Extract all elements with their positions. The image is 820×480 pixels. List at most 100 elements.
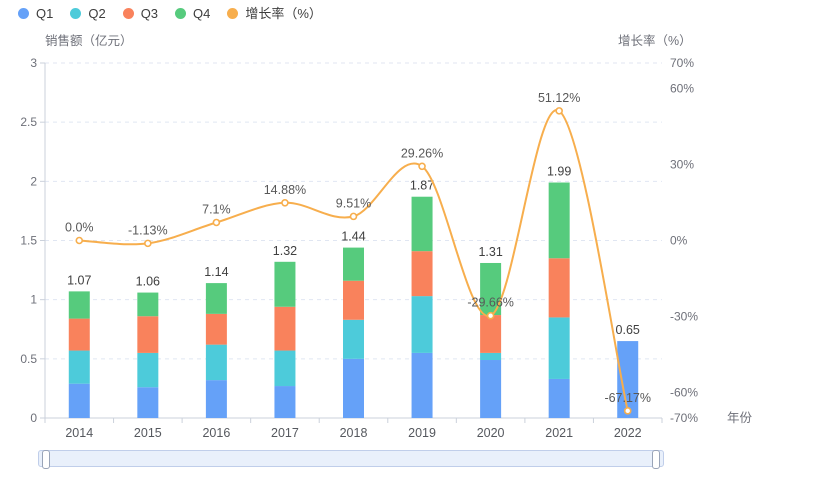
left-axis-title: 销售额（亿元） [45,33,133,48]
bar-segment-q4-2016[interactable] [205,283,227,314]
bar-segment-q1-2022[interactable] [617,341,639,418]
right-axis-tick-label: 30% [670,157,694,171]
left-axis-tick-label: 3 [30,56,37,70]
right-axis-tick-label: -70% [670,411,698,425]
bar-segment-q1-2017[interactable] [274,386,296,418]
line-point-2020[interactable] [486,311,495,320]
x-axis-label-2019: 2019 [408,426,436,440]
chart-plot: 3 2.5 2 1.5 1 0.5 0 70% 60% 30% 0% -30% -60% -70% 2014… [20,33,753,440]
x-axis-label-2015: 2015 [134,426,162,440]
bar-segment-q4-2017[interactable] [274,261,296,307]
legend-item-q2[interactable]: Q2 [70,6,106,21]
right-axis-tick-label: -60% [670,386,698,400]
bar-segment-q3-2018[interactable] [343,280,364,320]
x-axis-label-2014: 2014 [65,426,93,440]
bar-segment-q3-2014[interactable] [68,318,90,351]
line-point-2017[interactable] [281,198,289,207]
line-point-2021[interactable] [555,107,563,115]
x-axis-label-2021: 2021 [545,426,573,440]
bar-segment-q2-2021[interactable] [548,317,570,379]
legend-dot-icon [122,8,134,19]
line-point-2015[interactable] [144,239,152,248]
legend-dot-icon [227,8,239,19]
right-axis-title: 增长率（%） [618,33,692,48]
legend-item-q3[interactable]: Q3 [122,6,159,21]
line-value-label-2019: 29.26% [401,146,443,160]
right-axis-tick-label: 70% [670,56,694,70]
right-axis-tick-label: -30% [670,310,698,324]
legend-item-label: Q1 [36,6,54,21]
legend: Q1 Q2 Q3 Q4 增长率（%） [18,7,322,20]
x-axis-label-2020: 2020 [477,426,505,440]
line-point-2022[interactable] [623,407,632,415]
line-value-label-2017: 14.88% [264,183,306,197]
bar-segment-q4-2014[interactable] [68,291,90,319]
x-axis-label-2016: 2016 [202,426,230,440]
bar-total-label-2017: 1.32 [273,244,297,258]
bar-segment-q1-2020[interactable] [480,360,502,418]
x-axis-label-2017: 2017 [271,426,299,440]
left-axis-tick-label: 0.5 [20,352,37,366]
legend-item-label: Q3 [140,6,159,21]
line-value-label-2015: -1.13% [128,223,168,237]
x-axis-label-2018: 2018 [340,426,368,440]
left-axis-tick-label: 2.5 [20,115,37,129]
bar-segment-q2-2015[interactable] [137,352,159,388]
datazoom-slider[interactable] [38,450,664,469]
bar-segment-q2-2020[interactable] [480,352,502,361]
bar-segment-q3-2020[interactable] [480,315,502,353]
line-point-2019[interactable] [418,162,426,171]
right-axis-tick-label: 60% [670,81,694,95]
legend-item-q4[interactable]: Q4 [175,7,210,20]
bar-total-label-2015: 1.06 [136,275,160,289]
legend-dot-icon [18,8,29,19]
bar-segment-q3-2021[interactable] [548,258,570,318]
bar-total-label-2016: 1.14 [204,265,228,279]
legend-item-[interactable]: 增长率（%） [227,7,322,20]
legend-item-label: Q2 [88,6,106,21]
bar-segment-q4-2018[interactable] [343,247,364,281]
bar-segment-q3-2017[interactable] [274,306,296,351]
left-axis-tick-label: 0 [30,411,37,425]
line-value-label-2014: 0.0% [65,221,94,235]
bar-segment-q1-2014[interactable] [68,383,90,418]
x-axis-label-2022: 2022 [614,426,642,440]
bar-segment-q1-2015[interactable] [137,387,159,418]
bar-segment-q4-2015[interactable] [137,292,159,317]
legend-item-label: Q4 [193,6,211,21]
line-value-label-2020: -29.66% [467,296,514,310]
bar-segment-q4-2021[interactable] [548,182,570,259]
line-value-label-2022: -67.17% [604,391,651,405]
bar-segment-q2-2017[interactable] [274,350,296,387]
bar-segment-q1-2018[interactable] [343,358,364,418]
line-value-label-2018: 9.51% [336,196,371,210]
line-point-2018[interactable] [349,212,358,221]
left-axis-tick-label: 1.5 [20,234,37,248]
bar-total-label-2022: 0.65 [616,323,640,337]
legend-item-q1[interactable]: Q1 [18,7,53,20]
bar-segment-q4-2020[interactable] [480,262,502,316]
bar-segment-q2-2016[interactable] [205,344,227,381]
bar-total-label-2014: 1.07 [67,273,91,287]
legend-dot-icon [70,8,82,19]
datazoom-right-handle[interactable] [652,450,660,469]
datazoom-left-handle[interactable] [42,450,50,469]
bar-total-label-2019: 1.87 [410,179,434,193]
left-axis-tick-label: 1 [30,293,37,307]
bar-segment-q1-2016[interactable] [205,380,227,418]
bar-segment-q3-2015[interactable] [137,316,159,353]
bar-segment-q3-2016[interactable] [205,313,227,345]
bar-segment-q1-2021[interactable] [548,378,570,418]
line-point-2014[interactable] [75,236,84,245]
bar-segment-q4-2019[interactable] [411,196,433,252]
bar-segment-q2-2014[interactable] [68,350,90,384]
bar-segment-q2-2018[interactable] [343,319,364,359]
line-point-2016[interactable] [212,218,221,227]
bar-segment-q2-2019[interactable] [411,296,433,353]
left-axis-tick-label: 2 [30,174,37,188]
x-axis-title: 年份 [727,411,753,425]
bar-segment-q3-2019[interactable] [411,251,433,297]
bar-segment-q1-2019[interactable] [411,352,433,418]
bar-total-label-2020: 1.31 [478,245,502,259]
